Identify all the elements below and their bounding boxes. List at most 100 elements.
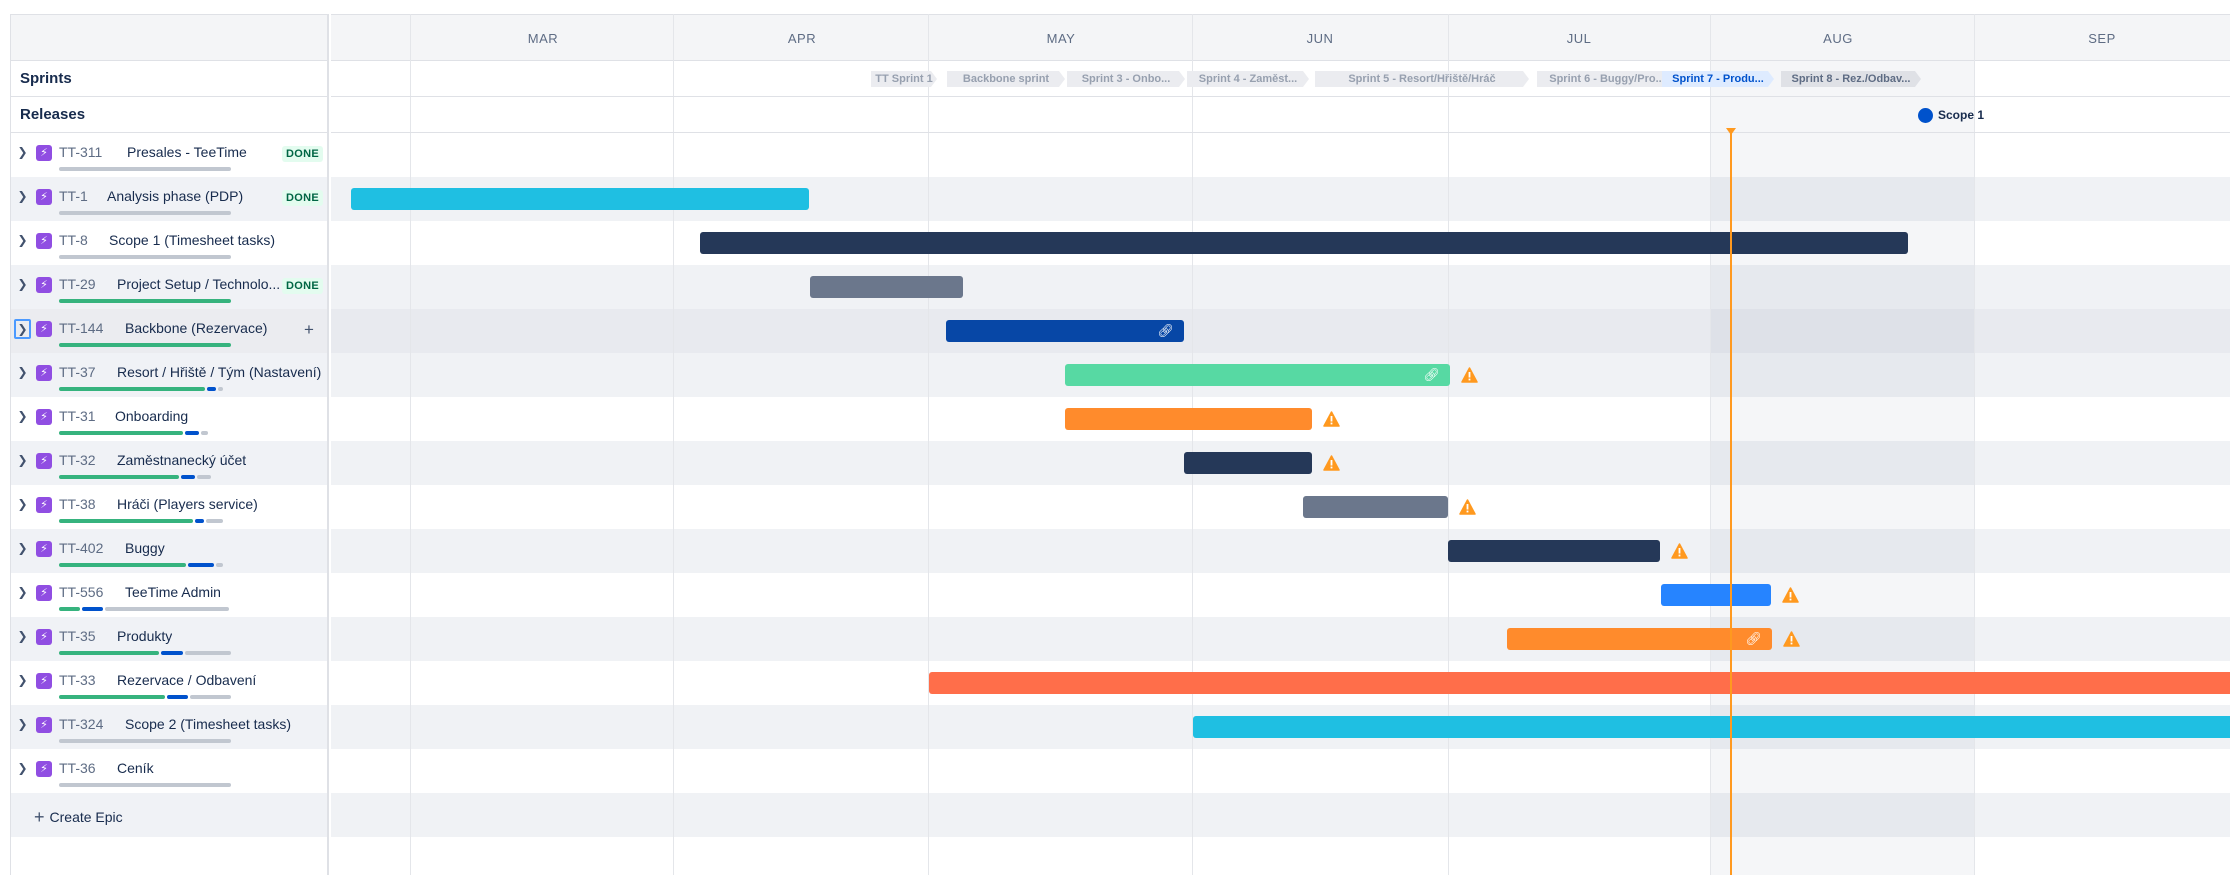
epic-key[interactable]: TT-311 <box>59 144 103 160</box>
epic-row[interactable]: ❯ ⚡︎ TT-311 Presales - TeeTime DONE <box>11 133 327 177</box>
epic-title[interactable]: Resort / Hřiště / Tým (Nastavení) <box>117 364 322 380</box>
chevron-right-icon[interactable]: ❯ <box>17 585 28 599</box>
epic-key[interactable]: TT-144 <box>59 320 104 336</box>
epic-title[interactable]: Analysis phase (PDP) <box>107 188 244 204</box>
sprint-chip[interactable]: Sprint 3 - Onbo... <box>1067 71 1185 87</box>
timeline-row <box>331 529 2230 573</box>
epic-row[interactable]: ❯ ⚡︎ TT-402 Buggy <box>11 529 327 573</box>
chevron-right-icon[interactable]: ❯ <box>17 541 28 555</box>
warning-icon[interactable] <box>1461 367 1478 383</box>
chevron-right-icon[interactable]: ❯ <box>17 673 28 687</box>
epic-row[interactable]: ❯ ⚡︎ TT-37 Resort / Hřiště / Tým (Nastavení… <box>11 353 327 397</box>
epic-key[interactable]: TT-29 <box>59 276 96 292</box>
chevron-right-icon[interactable]: ❯ <box>17 497 28 511</box>
epic-row[interactable]: ❯ ⚡︎ TT-556 TeeTime Admin <box>11 573 327 617</box>
epic-bar[interactable] <box>1184 452 1312 474</box>
chevron-right-icon[interactable]: ❯ <box>17 717 28 731</box>
epic-title[interactable]: Buggy <box>125 540 165 556</box>
chevron-right-icon[interactable]: ❯ <box>17 365 28 379</box>
chevron-right-icon[interactable]: ❯ <box>17 233 28 247</box>
epic-row[interactable]: ❯ ⚡︎ TT-324 Scope 2 (Timesheet tasks) <box>11 705 327 749</box>
epic-bar[interactable] <box>351 188 809 210</box>
epic-key[interactable]: TT-32 <box>59 452 96 468</box>
sprint-chip[interactable]: Sprint 8 - Rez./Odbav... <box>1781 71 1921 87</box>
epic-bar[interactable] <box>1303 496 1448 518</box>
epic-bar[interactable] <box>1193 716 2230 738</box>
epic-row[interactable]: ❯ ⚡︎ TT-35 Produkty <box>11 617 327 661</box>
epic-title[interactable]: Project Setup / Technolo... <box>117 276 281 292</box>
epic-title[interactable]: Scope 2 (Timesheet tasks) <box>125 716 291 732</box>
progress-done <box>59 607 80 611</box>
release-marker-icon[interactable] <box>1918 108 1933 123</box>
epic-bar[interactable] <box>1448 540 1660 562</box>
epic-row[interactable]: ❯ ⚡︎ TT-1 Analysis phase (PDP) DONE <box>11 177 327 221</box>
chevron-right-icon[interactable]: ❯ <box>17 277 28 291</box>
epic-key[interactable]: TT-37 <box>59 364 96 380</box>
sprint-chip[interactable]: Sprint 6 - Buggy/Pro... <box>1537 71 1677 87</box>
epic-key[interactable]: TT-8 <box>59 232 88 248</box>
epic-title[interactable]: Produkty <box>117 628 173 644</box>
epic-row[interactable]: ❯ ⚡︎ TT-31 Onboarding <box>11 397 327 441</box>
epic-bar[interactable]: 🔗︎ <box>946 320 1184 342</box>
progress-todo <box>59 255 231 259</box>
epic-key[interactable]: TT-402 <box>59 540 104 556</box>
chevron-right-icon[interactable]: ❯ <box>17 189 28 203</box>
timeline-grid[interactable]: MAR APR MAY JUN JUL AUG SEP TT Sprint 1 Backbon… <box>331 14 2230 875</box>
chevron-right-icon[interactable]: ❯ <box>17 145 28 159</box>
epic-title[interactable]: Rezervace / Odbavení <box>117 672 257 688</box>
chevron-right-icon[interactable]: ❯ <box>17 409 28 423</box>
epic-row[interactable]: ❯ ⚡︎ TT-36 Ceník <box>11 749 327 793</box>
status-badge: DONE <box>282 146 323 162</box>
progress-in-progress <box>207 387 216 391</box>
epic-bar[interactable]: 🔗︎ <box>1507 628 1772 650</box>
sprint-chip[interactable]: Backbone sprint <box>947 71 1065 87</box>
sprint-chip[interactable]: Sprint 4 - Zaměst... <box>1187 71 1309 87</box>
epic-key[interactable]: TT-38 <box>59 496 96 512</box>
epic-title[interactable]: Presales - TeeTime <box>127 144 247 160</box>
epic-row[interactable]: ❯ ⚡︎ TT-8 Scope 1 (Timesheet tasks) <box>11 221 327 265</box>
epic-row[interactable]: ❯ ⚡︎ TT-38 Hráči (Players service) <box>11 485 327 529</box>
create-epic-button[interactable]: + Create Epic <box>11 795 327 839</box>
epic-bar[interactable]: 🔗︎ <box>1065 364 1450 386</box>
epic-key[interactable]: TT-556 <box>59 584 104 600</box>
epic-title[interactable]: Hráči (Players service) <box>117 496 258 512</box>
epic-title[interactable]: Zaměstnanecký účet <box>117 452 247 468</box>
epic-row[interactable]: ❯ ⚡︎ TT-32 Zaměstnanecký účet <box>11 441 327 485</box>
sprint-chip[interactable]: Sprint 5 - Resort/Hřiště/Hráč <box>1315 71 1529 87</box>
epic-row[interactable]: ❯ ⚡︎ TT-29 Project Setup / Technolo... DONE <box>11 265 327 309</box>
chevron-right-icon[interactable]: ❯ <box>17 453 28 467</box>
epic-key[interactable]: TT-1 <box>59 188 88 204</box>
epic-bar[interactable] <box>810 276 963 298</box>
timeline-row <box>331 617 2230 661</box>
epic-bar[interactable] <box>1661 584 1771 606</box>
epic-key[interactable]: TT-33 <box>59 672 96 688</box>
epic-title[interactable]: Backbone (Rezervace) <box>125 320 268 336</box>
epic-bar[interactable] <box>929 672 2230 694</box>
warning-icon[interactable] <box>1323 411 1340 427</box>
release-label[interactable]: Scope 1 <box>1938 108 1985 122</box>
epic-title[interactable]: Scope 1 (Timesheet tasks) <box>109 232 275 248</box>
sprints-label: Sprints <box>20 70 72 87</box>
chevron-right-icon[interactable]: ❯ <box>14 319 31 339</box>
sprint-chip[interactable]: Sprint 7 - Produ... <box>1662 71 1774 87</box>
epic-key[interactable]: TT-31 <box>59 408 96 424</box>
warning-icon[interactable] <box>1671 543 1688 559</box>
warning-icon[interactable] <box>1783 631 1800 647</box>
chevron-right-icon[interactable]: ❯ <box>17 629 28 643</box>
epic-title[interactable]: TeeTime Admin <box>125 584 221 600</box>
epic-row[interactable]: ❯ ⚡︎ TT-144 Backbone (Rezervace) + <box>11 309 327 353</box>
warning-icon[interactable] <box>1323 455 1340 471</box>
chevron-right-icon[interactable]: ❯ <box>17 761 28 775</box>
epic-bar[interactable] <box>1065 408 1312 430</box>
add-child-button[interactable]: + <box>296 318 322 342</box>
warning-icon[interactable] <box>1782 587 1799 603</box>
epic-title[interactable]: Ceník <box>117 760 154 776</box>
epic-key[interactable]: TT-324 <box>59 716 104 732</box>
epic-title[interactable]: Onboarding <box>115 408 189 424</box>
epic-key[interactable]: TT-36 <box>59 760 96 776</box>
sprint-chip[interactable]: TT Sprint 1 <box>871 71 937 87</box>
epic-row[interactable]: ❯ ⚡︎ TT-33 Rezervace / Odbavení <box>11 661 327 705</box>
epic-key[interactable]: TT-35 <box>59 628 96 644</box>
warning-icon[interactable] <box>1459 499 1476 515</box>
epic-bar[interactable] <box>700 232 1908 254</box>
